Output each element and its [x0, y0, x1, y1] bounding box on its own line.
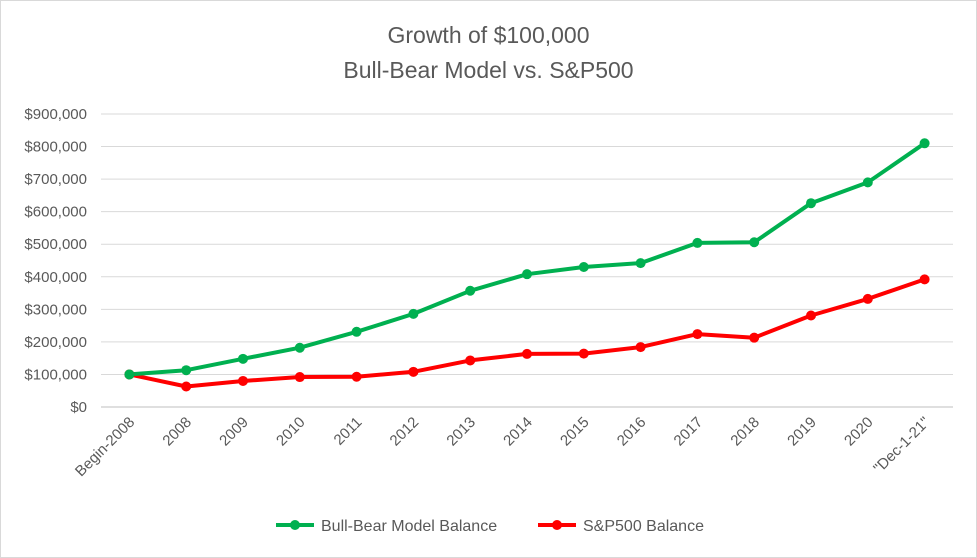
x-axis-tick-labels: Begin-2008 2008 2009 2010 2011 2012 2013 2014 20…	[72, 414, 933, 480]
data-point	[181, 365, 192, 376]
data-point	[692, 329, 703, 340]
x-tick-label: 2010	[273, 414, 309, 450]
data-point	[522, 269, 532, 280]
y-tick-label: $900,000	[24, 106, 87, 123]
data-point	[294, 372, 305, 383]
series-line	[127, 277, 927, 389]
x-tick-label: 2009	[216, 414, 252, 450]
data-point	[408, 366, 419, 377]
legend-marker	[552, 520, 562, 530]
y-axis-tick-labels: $0 $100,000 $200,000 $300,000 $400,000 $500,0…	[24, 106, 87, 416]
legend-label: Bull-Bear Model Balance	[321, 518, 497, 535]
x-tick-label: 2020	[841, 414, 877, 450]
data-point	[862, 177, 873, 188]
data-point	[351, 371, 362, 382]
data-point	[919, 274, 930, 285]
series-points	[124, 138, 930, 392]
x-tick-label: 2017	[671, 414, 707, 450]
chart-title-line-2: Bull-Bear Model vs. S&P500	[343, 57, 634, 83]
x-tick-label: 2014	[500, 414, 536, 450]
x-tick-label: 2019	[784, 414, 820, 450]
data-point	[692, 237, 703, 248]
y-tick-label: $400,000	[24, 269, 87, 286]
data-point	[806, 310, 816, 321]
y-tick-label: $600,000	[24, 204, 87, 221]
data-point	[238, 375, 248, 386]
x-tick-label: 2015	[557, 414, 593, 450]
x-tick-label: "Dec-1-21"	[870, 414, 933, 477]
legend-label: S&P500 Balance	[583, 518, 704, 535]
data-point	[635, 342, 646, 353]
data-point	[238, 353, 248, 364]
x-tick-label: 2011	[331, 414, 366, 449]
data-point	[862, 293, 873, 304]
data-point	[806, 198, 816, 209]
y-tick-label: $100,000	[24, 366, 87, 383]
data-point	[635, 258, 646, 269]
data-point	[465, 355, 476, 366]
data-point	[124, 369, 135, 380]
x-tick-label: 2018	[727, 414, 763, 450]
x-tick-label: Begin-2008	[72, 414, 138, 480]
y-tick-label: $300,000	[24, 301, 87, 318]
data-point	[578, 262, 589, 273]
y-tick-label: $800,000	[24, 139, 87, 156]
legend-marker	[290, 520, 300, 530]
y-tick-label: $700,000	[24, 171, 87, 188]
data-point	[749, 332, 760, 343]
data-point	[181, 381, 192, 392]
data-point	[919, 138, 930, 149]
chart-title-line-1: Growth of $100,000	[387, 22, 590, 48]
series-line	[127, 141, 927, 377]
gridlines	[101, 113, 953, 408]
x-tick-label: 2013	[443, 414, 479, 450]
y-tick-label: $500,000	[24, 236, 87, 253]
data-point	[408, 308, 419, 319]
y-tick-label: $0	[70, 399, 87, 416]
legend: Bull-Bear Model Balance S&P500 Balance	[276, 518, 704, 535]
data-point	[749, 237, 760, 248]
data-point	[465, 285, 476, 296]
data-point	[294, 342, 305, 353]
data-point	[351, 326, 362, 337]
x-tick-label: 2012	[387, 414, 423, 450]
data-point	[522, 348, 532, 359]
data-point	[578, 348, 589, 359]
x-tick-label: 2016	[614, 414, 650, 450]
x-tick-label: 2008	[159, 414, 195, 450]
y-tick-label: $200,000	[24, 334, 87, 351]
